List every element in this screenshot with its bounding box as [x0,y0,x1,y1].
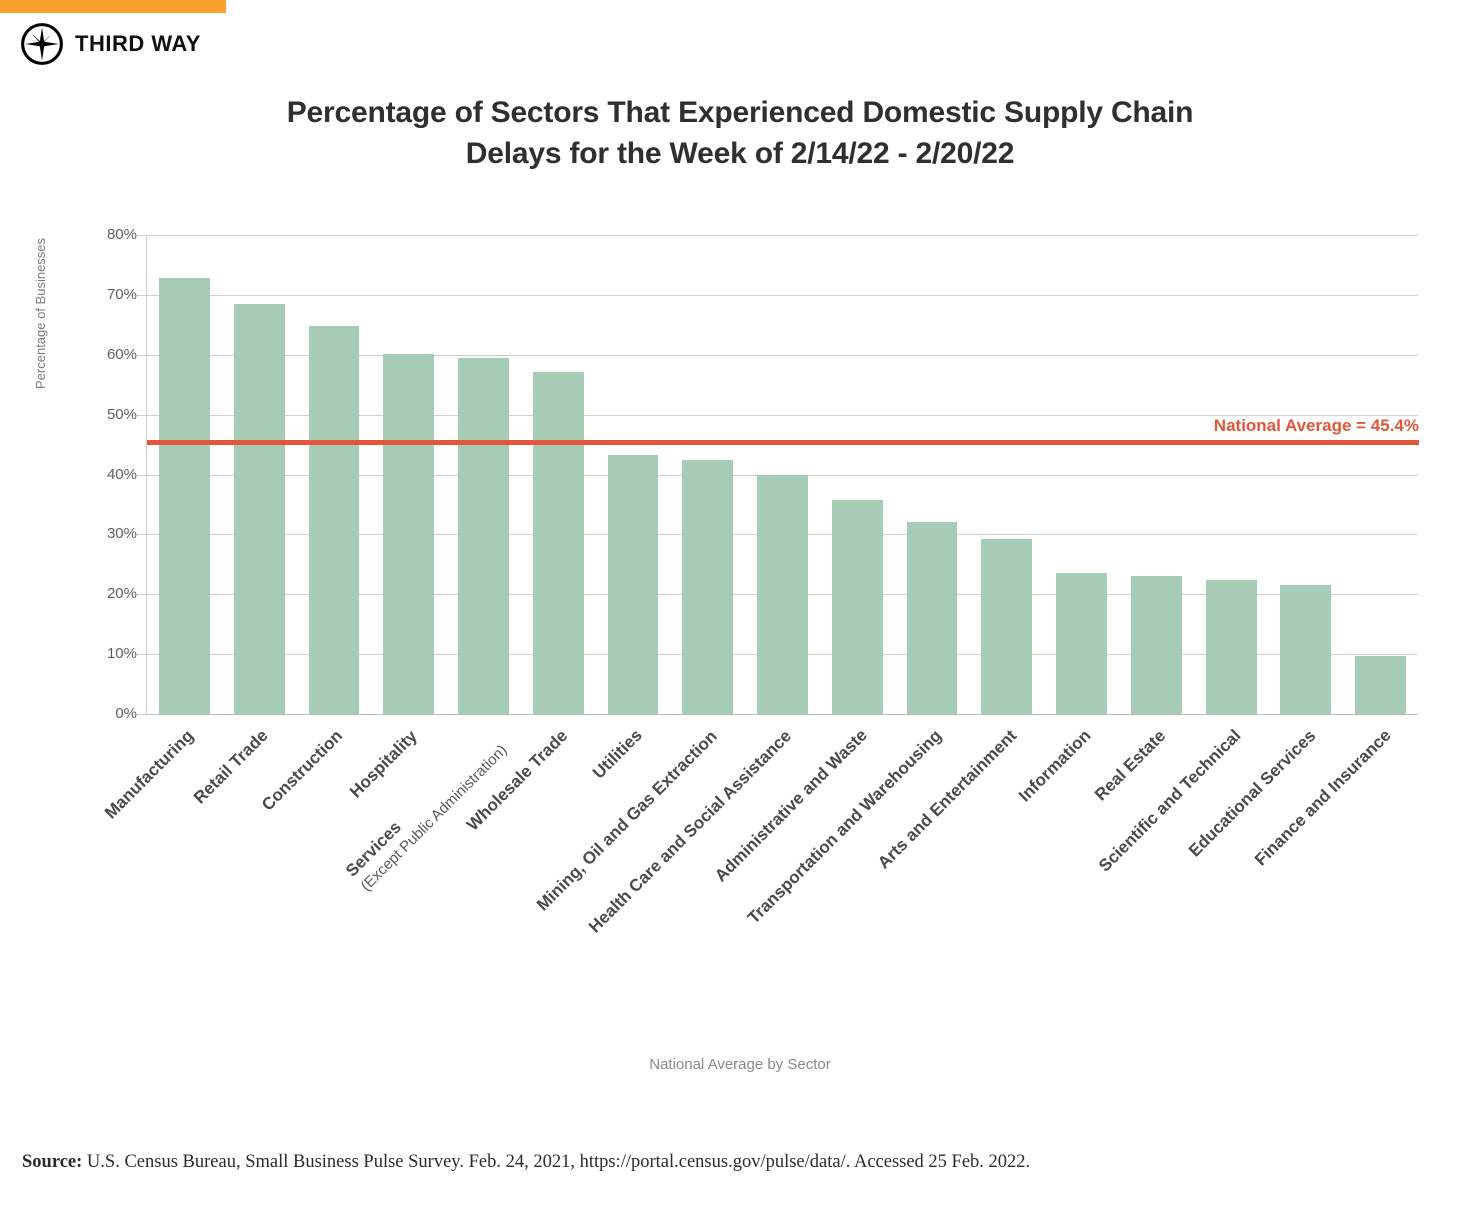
y-tick-mark [137,594,147,596]
national-average-line [147,440,1419,446]
bar-slot [969,235,1044,714]
y-tick-label: 30% [106,525,137,543]
x-label-text: Real Estate [1091,726,1170,805]
gridline-80 [147,235,1418,236]
x-axis-tick-label: Retail Trade [190,726,272,808]
y-tick-label: 0% [115,705,137,722]
y-tick-mark [137,414,147,416]
x-axis-tick-label: Administrative and Waste [711,726,872,887]
bar-slot [222,235,297,714]
gridline-70 [147,294,1418,296]
bar[interactable] [1130,575,1182,714]
gridline-0 [147,714,1418,715]
source-label: Source: [22,1152,83,1172]
bar-slot [297,235,372,714]
compass-star-icon [20,22,64,66]
x-axis-tick-label: Educational Services [1185,726,1320,861]
y-tick-label: 80% [106,226,137,243]
bar[interactable] [1056,572,1107,714]
source-text: U.S. Census Bureau, Small Business Pulse… [86,1152,1031,1172]
plot-region: 0% 10% 20% 30% 40% 50% 60% 70% 80% National Aver… [107,226,1419,722]
y-tick-mark [137,654,147,656]
bar-slot [1194,235,1269,714]
page-title: Percentage of Sectors That Experienced D… [140,92,1340,175]
y-tick-label: 70% [106,285,137,303]
bar[interactable] [1205,579,1257,714]
y-tick-mark [137,294,147,296]
national-average-label: National Average = 45.4% [1213,416,1419,436]
y-tick-mark [137,235,147,236]
x-axis-tick-label: Finance and Insurance [1251,726,1395,870]
x-label-text: Utilities [589,725,647,783]
y-tick-mark [137,354,147,356]
bar-slot [670,235,745,714]
bar-slot [446,235,521,714]
bar-slot [371,235,446,714]
y-tick-label: 40% [106,465,137,483]
y-axis-title: Percentage of Businesses [33,237,48,389]
bar-slot [521,235,596,714]
x-axis-tick-label: Hospitality [346,726,422,802]
x-axis-tick-label: Information [1015,726,1095,806]
bar-slot [1268,235,1343,714]
bar-slot [745,235,820,714]
y-tick-mark [137,714,147,715]
bar[interactable] [158,277,210,714]
brand-logo: THIRD WAY [20,22,201,66]
x-label-text: Educational Services [1184,725,1320,861]
gridline-50 [147,414,1418,416]
y-tick-label: 50% [106,405,137,423]
bar[interactable] [682,460,734,714]
y-tick-label: 60% [106,345,137,363]
title-line-2: Delays for the Week of 2/14/22 - 2/20/22 [465,137,1015,171]
bar-slot [820,235,895,714]
x-label-text: Retail Trade [190,725,272,808]
bar[interactable] [1280,584,1332,714]
bar-slot [895,235,970,714]
bar[interactable] [458,358,509,714]
x-axis-tick-label: Utilities [589,726,647,784]
brand-name: THIRD WAY [75,31,201,56]
bar[interactable] [383,354,435,714]
bar[interactable] [831,499,883,714]
y-tick-mark [137,534,147,536]
bar[interactable] [532,371,584,714]
bar-slot [596,235,671,714]
bar[interactable] [906,521,958,714]
bar-slot [1044,235,1119,714]
bar[interactable] [981,538,1033,714]
bar-slot [1119,235,1194,714]
x-label-text: Arts and Entertainment [873,725,1020,873]
y-tick-label: 10% [106,645,137,663]
x-axis-tick-label: Real Estate [1091,726,1170,805]
y-tick-mark [137,474,147,476]
bar[interactable] [308,326,360,714]
gridline-60 [147,354,1418,356]
bar[interactable] [1355,655,1407,714]
source-note: Source: U.S. Census Bureau, Small Busine… [22,1152,1030,1173]
bar[interactable] [233,304,285,714]
x-axis-tick-label: Scientific and Technical [1095,726,1245,876]
x-label-text: Hospitality [346,726,422,801]
bar-slot [147,235,222,714]
x-label-text: Information [1014,726,1095,806]
bar[interactable] [757,474,808,714]
x-axis-tick-label: Arts and Entertainment [874,726,1021,873]
x-label-text: Manufacturing [100,725,197,823]
x-label-text: Finance and Insurance [1250,725,1395,870]
bar-series [147,235,1418,714]
x-label-text: Scientific and Technical [1095,725,1245,876]
x-axis-caption: National Average by Sector [649,1056,831,1073]
x-label-text: Administrative and Waste [710,725,871,886]
title-line-1: Percentage of Sectors That Experienced D… [286,96,1194,129]
x-axis-tick-label: Manufacturing [101,726,198,823]
bar-slot [1343,235,1418,714]
y-tick-label: 20% [106,585,137,603]
brand-accent-bar [0,0,226,13]
bar[interactable] [607,455,659,714]
